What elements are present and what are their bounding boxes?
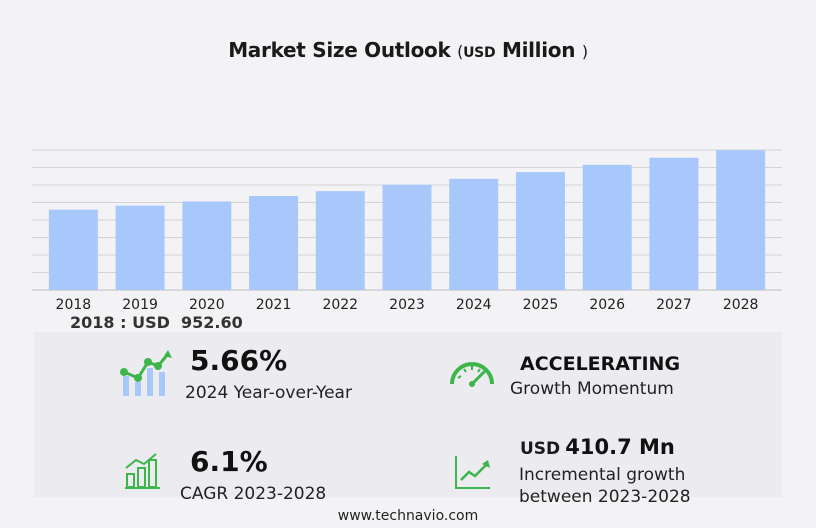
bar-2018 bbox=[48, 209, 98, 290]
bar-2023 bbox=[382, 184, 432, 290]
x-tick-label: 2022 bbox=[322, 297, 358, 313]
growth-chart-icon bbox=[120, 350, 172, 396]
x-tick-label: 2021 bbox=[256, 297, 292, 313]
bar-2025 bbox=[515, 172, 565, 290]
title-unit-word: Million bbox=[501, 38, 576, 62]
title-close-paren: ) bbox=[581, 42, 588, 61]
momentum-label: Growth Momentum bbox=[510, 379, 674, 399]
bar-2022 bbox=[315, 191, 365, 290]
incremental-label-2: between 2023-2028 bbox=[519, 487, 691, 507]
bar-2020 bbox=[182, 201, 232, 290]
bar-2021 bbox=[249, 195, 299, 290]
yoy-value: 5.66% bbox=[190, 344, 288, 377]
x-tick-label: 2027 bbox=[656, 297, 692, 313]
x-tick-label: 2023 bbox=[389, 297, 425, 313]
incremental-label-1: Incremental growth bbox=[519, 465, 686, 485]
x-tick-label: 2018 bbox=[56, 297, 92, 313]
cagr-value: 6.1% bbox=[190, 445, 268, 478]
base-year-label: 2018 : USD 952.60 bbox=[70, 313, 243, 332]
base-year-value: 952.60 bbox=[181, 313, 243, 332]
chart-title: Market Size Outlook (USD Million ) bbox=[0, 38, 816, 62]
bar-growth-icon bbox=[125, 453, 160, 489]
bar-2028 bbox=[716, 150, 766, 290]
momentum-value: ACCELERATING bbox=[520, 353, 681, 375]
chart-title-main: Market Size Outlook bbox=[228, 38, 451, 62]
bar-2026 bbox=[582, 164, 632, 290]
incremental-value-line: USD 410.7 Mn bbox=[520, 435, 675, 459]
x-tick-label: 2025 bbox=[523, 297, 559, 313]
footer-url: www.technavio.com bbox=[337, 508, 479, 524]
speedometer-icon bbox=[450, 362, 494, 387]
stats-panel bbox=[34, 332, 782, 497]
title-open-paren: ( bbox=[457, 42, 464, 61]
incremental-currency: USD bbox=[520, 439, 561, 459]
bar-2027 bbox=[649, 157, 699, 290]
x-tick-label: 2020 bbox=[189, 297, 225, 313]
yoy-label: 2024 Year-over-Year bbox=[185, 383, 352, 403]
bar-2024 bbox=[449, 178, 499, 290]
x-tick-label: 2019 bbox=[122, 297, 158, 313]
x-tick-label: 2026 bbox=[589, 297, 625, 313]
trend-up-icon bbox=[455, 456, 490, 489]
incremental-value: 410.7 Mn bbox=[565, 435, 675, 459]
title-unit: USD bbox=[463, 45, 496, 61]
cagr-label: CAGR 2023-2028 bbox=[180, 484, 327, 504]
x-tick-label: 2024 bbox=[456, 297, 492, 313]
x-tick-label: 2028 bbox=[723, 297, 759, 313]
bar-2019 bbox=[115, 205, 165, 290]
bar-chart: 2018 2019 2020 2021 2022 2023 2024 2025 2026 2027… bbox=[32, 149, 782, 313]
base-year-prefix: 2018 : USD bbox=[70, 313, 170, 332]
